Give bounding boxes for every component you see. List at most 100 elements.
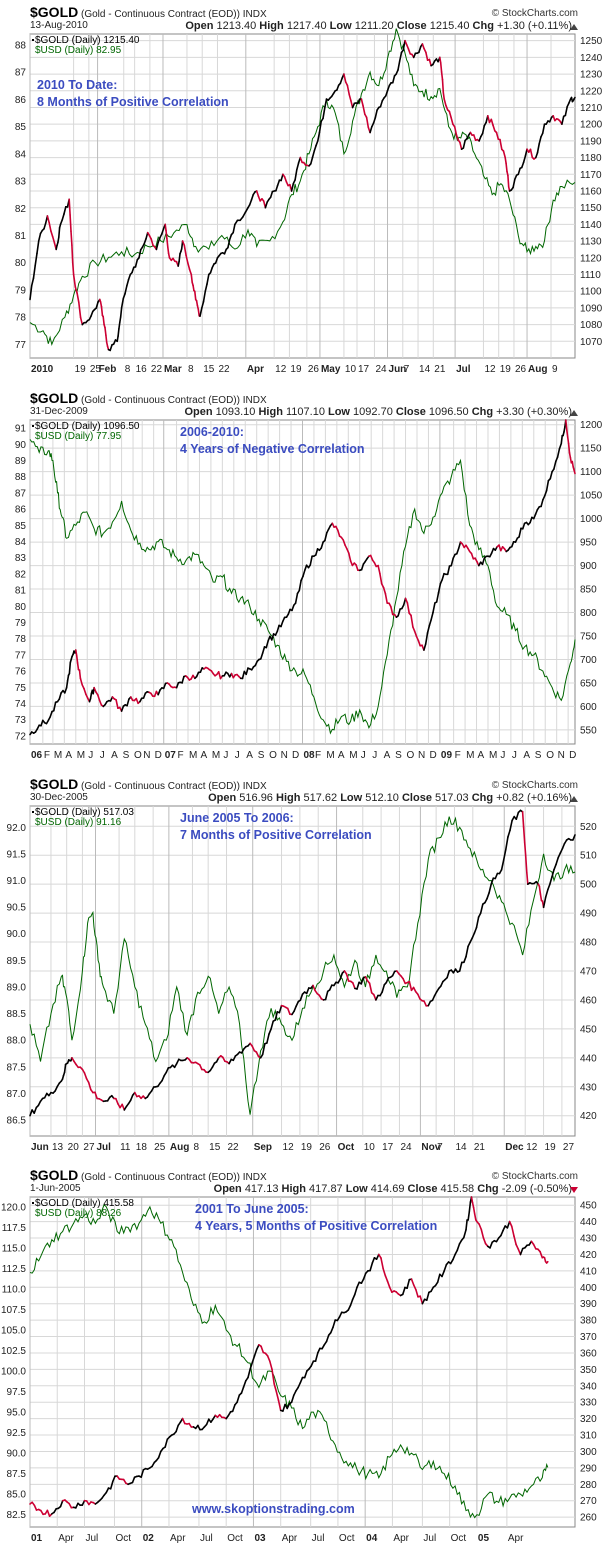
gold-segment <box>57 236 60 244</box>
gold-segment <box>339 77 344 85</box>
gold-segment <box>314 1352 319 1362</box>
source-logo: © StockCharts.com <box>491 8 578 19</box>
gold-segment <box>521 522 526 530</box>
gold-segment <box>538 136 542 145</box>
x-tick-label: A <box>338 750 345 761</box>
x-tick-label: Jul <box>456 364 471 375</box>
gold-segment <box>33 1504 38 1511</box>
gold-segment <box>299 1376 304 1384</box>
gold-segment <box>75 649 78 657</box>
gold-segment <box>536 143 541 154</box>
gold-segment <box>187 261 191 271</box>
gold-segment <box>534 508 539 515</box>
gold-segment <box>408 980 413 992</box>
gold-segment <box>543 489 548 497</box>
gold-segment <box>309 156 314 165</box>
gold-segment <box>369 126 373 134</box>
gold-segment <box>391 75 396 84</box>
gold-segment <box>559 847 564 854</box>
x-tick-label: 14 <box>455 1142 467 1153</box>
right-tick-label: 370 <box>580 1332 597 1343</box>
ohlc-value-open: 516.96 <box>239 792 273 804</box>
gold-segment <box>443 1263 448 1272</box>
gold-segment <box>228 233 233 241</box>
right-tick-label: 320 <box>580 1414 597 1425</box>
left-tick-label: 75 <box>15 683 27 694</box>
gold-segment <box>507 174 510 188</box>
gold-segment <box>490 118 494 126</box>
x-tick-label: Dec <box>505 1142 524 1153</box>
gold-segment <box>421 43 425 50</box>
gold-segment <box>142 692 147 699</box>
x-tick-label: M <box>212 750 220 761</box>
gold-segment <box>348 93 352 102</box>
gold-segment <box>502 848 507 861</box>
x-tick-label: O <box>134 750 142 761</box>
gold-segment <box>448 110 453 119</box>
gold-segment <box>46 215 51 224</box>
x-tick-label: 20 <box>68 1142 80 1153</box>
legend: $GOLD (Daily) 517.03$USD (Daily) 91.16 <box>32 807 134 828</box>
gold-segment <box>546 883 551 891</box>
gold-segment <box>558 442 563 450</box>
gold-segment <box>280 173 284 182</box>
gold-segment <box>165 1067 170 1074</box>
x-tick-label: 15 <box>203 364 215 375</box>
right-tick-label: 550 <box>580 725 597 736</box>
right-tick-label: 450 <box>580 1024 597 1035</box>
gold-segment <box>336 84 340 91</box>
gold-segment <box>440 71 444 81</box>
gold-segment <box>455 134 460 141</box>
gold-series-line <box>29 1196 549 1518</box>
gold-segment <box>494 872 499 880</box>
gold-segment <box>115 698 119 710</box>
gold-segment <box>482 1237 487 1245</box>
gold-segment <box>512 178 516 189</box>
gold-segment <box>545 479 550 492</box>
gold-segment <box>245 667 249 676</box>
gold-segment <box>79 677 83 686</box>
right-tick-label: 520 <box>580 822 597 833</box>
gold-segment <box>181 1417 186 1425</box>
gold-segment <box>351 982 356 990</box>
chart-panel-4: $GOLD (Gold - Continuous Contract (EOD))… <box>0 1163 614 1551</box>
left-tick-label: 110.0 <box>2 1284 27 1295</box>
left-tick-label: 80 <box>15 602 27 613</box>
left-tick-label: 76 <box>15 667 27 678</box>
chart-title: $GOLD (Gold - Continuous Contract (EOD))… <box>30 390 267 406</box>
gold-segment <box>486 115 491 124</box>
gold-segment <box>419 1295 424 1305</box>
gold-segment <box>165 229 168 240</box>
gold-segment <box>465 945 469 958</box>
left-tick-label: 87.0 <box>7 1089 27 1100</box>
ohlc-value-low: 1211.20 <box>354 20 394 32</box>
gold-segment <box>458 961 463 972</box>
gold-segment <box>488 883 493 894</box>
gold-segment <box>556 448 561 458</box>
right-tick-label: 260 <box>580 1513 597 1524</box>
gold-segment <box>510 541 515 548</box>
gold-segment <box>572 834 576 841</box>
x-tick-label: S <box>258 750 265 761</box>
gold-segment <box>397 608 401 617</box>
annotation-line-1: 2006-2010: <box>180 425 244 439</box>
gold-segment <box>541 123 546 135</box>
gold-segment <box>74 286 78 294</box>
gold-segment <box>95 301 99 309</box>
gold-segment <box>438 56 442 64</box>
ohlc-value-close: 1215.40 <box>429 20 470 32</box>
x-tick-label: J <box>100 750 105 761</box>
x-tick-label: 21 <box>474 1142 486 1153</box>
ohlc-label-high: High <box>256 20 287 32</box>
gold-segment <box>250 193 254 201</box>
x-tick-label: 18 <box>136 1142 148 1153</box>
left-tick-label: 72 <box>15 731 27 742</box>
gold-segment <box>398 51 403 62</box>
gold-segment <box>320 541 324 549</box>
gold-segment <box>105 1487 110 1494</box>
gold-segment <box>162 682 167 690</box>
ohlc-value-close: 1096.50 <box>428 406 469 418</box>
gold-segment <box>134 258 139 268</box>
ohlc-value-high: 417.87 <box>309 1183 343 1195</box>
x-tick-label: 19 <box>301 1142 313 1153</box>
